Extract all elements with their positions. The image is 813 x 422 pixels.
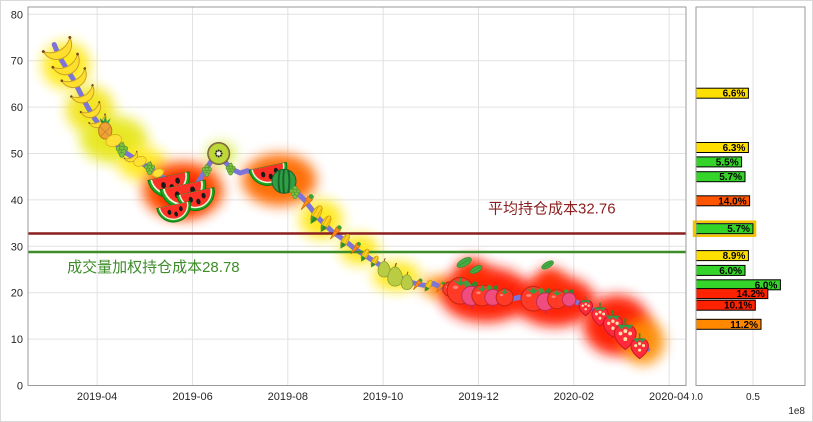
x-tick-label: 2019-08 — [268, 391, 308, 403]
distribution-bar-label: 5.7% — [727, 224, 750, 235]
distribution-bar-label: 5.7% — [719, 172, 742, 183]
carrot-icon — [436, 281, 445, 293]
x-tick-label: 2019-04 — [77, 391, 117, 403]
distribution-bar-label: 11.2% — [730, 320, 758, 331]
cost-distribution-chart: 6.6%6.3%5.5%5.7%14.0%5.7%8.9%6.0%6.0%14.… — [692, 6, 806, 417]
fruit-markers — [41, 35, 649, 360]
corn-icon — [360, 248, 370, 262]
y-tick-label: 50 — [11, 149, 23, 161]
carrot-icon — [350, 241, 361, 255]
banana-icon — [79, 100, 101, 119]
radish-icon — [561, 289, 577, 310]
y-tick-label: 10 — [11, 334, 23, 346]
banana-icon — [41, 35, 73, 60]
leaf-icon — [456, 257, 472, 268]
leaf-icon — [469, 265, 483, 274]
grapes-icon — [144, 161, 155, 176]
price-history-chart: 平均持仓成本32.76 成交量加权持仓成本28.78 0 10 20 30 40 50 60 70… — [11, 6, 689, 403]
grapes-icon — [225, 162, 236, 176]
tomato-icon — [495, 288, 514, 307]
corn-icon — [370, 255, 379, 268]
tomato-icon — [547, 289, 568, 310]
avg-cost-label: 平均持仓成本32.76 — [488, 201, 616, 218]
banana-icon — [70, 83, 95, 104]
y-tick-label: 30 — [11, 241, 23, 253]
x-tick-label: 2020-02 — [554, 391, 594, 403]
distribution-bar-label: 6.6% — [723, 89, 746, 100]
highlight-ring — [692, 220, 757, 237]
y-tick-label: 60 — [11, 102, 23, 114]
distribution-bar-label: 8.9% — [723, 251, 746, 262]
carrot-icon — [329, 225, 342, 240]
pear-icon — [400, 271, 414, 291]
corn-icon — [320, 215, 332, 233]
carrot-icon — [300, 194, 314, 210]
vwap-cost-label: 成交量加权持仓成本28.78 — [67, 258, 240, 276]
lemon-icon — [105, 134, 123, 147]
distribution-bar-label: 10.1% — [724, 301, 752, 312]
kiwi-icon — [207, 142, 231, 165]
x-tick-label: 2020-04 — [649, 391, 689, 403]
distribution-bar-label: 5.5% — [716, 157, 739, 168]
distribution-bar-label: 6.0% — [755, 280, 778, 291]
distribution-bar-label: 6.0% — [719, 266, 742, 277]
y-tick-label: 20 — [11, 288, 23, 300]
lemon-icon — [152, 168, 164, 178]
axis-scale-note: 1e8 — [788, 406, 805, 417]
corn-icon — [424, 279, 433, 292]
distribution-bar-label: 14.2% — [736, 289, 764, 300]
corn-icon — [310, 205, 323, 225]
plot-border — [27, 6, 687, 386]
dist-plot-border — [695, 6, 806, 386]
melon-icon — [271, 168, 297, 194]
x-tick-label: 2019-06 — [172, 391, 212, 403]
pear-icon — [377, 258, 391, 278]
corn-icon — [340, 233, 350, 249]
grapes-icon — [201, 163, 212, 177]
banana-icon — [51, 52, 80, 76]
dist-x-tick-label: 0.5 — [746, 392, 760, 403]
carrot-icon — [412, 278, 423, 290]
x-tick-label: 2019-10 — [363, 391, 403, 403]
y-tick-label: 40 — [11, 195, 23, 207]
y-tick-label: 0 — [17, 381, 23, 393]
lemon-icon — [133, 156, 147, 167]
y-tick-label: 80 — [11, 9, 23, 21]
banana-icon — [60, 67, 87, 89]
pear-icon — [387, 262, 403, 287]
volume-blob — [535, 267, 565, 295]
pineapple-icon — [98, 115, 113, 140]
strawberry-icon — [578, 296, 593, 317]
grapes-icon — [115, 141, 129, 158]
banana-icon — [123, 150, 138, 163]
distribution-bar-label: 6.3% — [723, 143, 746, 154]
strawberry-icon — [630, 333, 649, 360]
watermelon-icon — [156, 200, 191, 223]
distribution-bar-label: 14.0% — [718, 196, 746, 207]
x-tick-label: 2019-12 — [458, 391, 498, 403]
dist-x-tick-label: 0.0 — [692, 392, 703, 403]
y-tick-label: 70 — [11, 56, 23, 68]
leaf-icon — [541, 260, 554, 270]
grapes-icon — [289, 185, 301, 200]
